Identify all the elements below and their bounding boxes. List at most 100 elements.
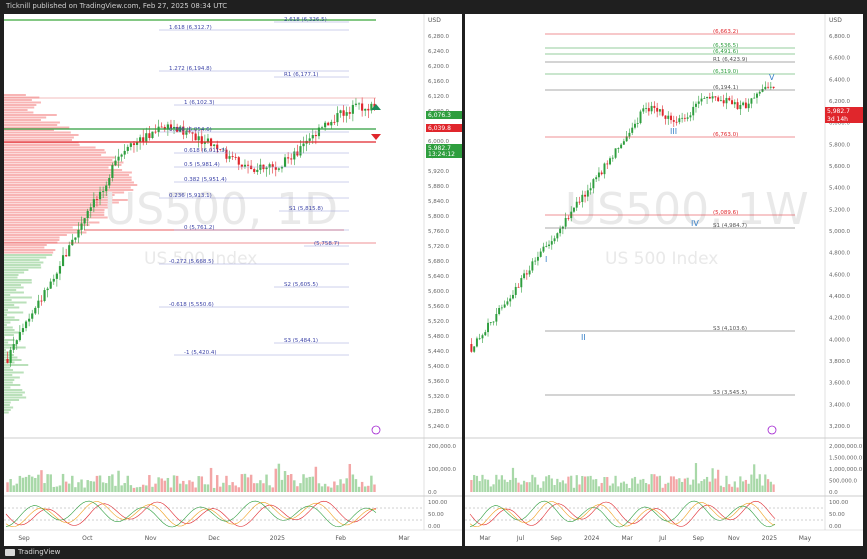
fib-label: S1 (5,815.8) <box>289 206 323 212</box>
volume-profile-bar <box>4 291 24 294</box>
volume-bar <box>589 475 592 492</box>
candle-body <box>620 144 623 149</box>
candle-body <box>311 135 314 139</box>
fib-label: (5,758.7) <box>314 241 339 247</box>
candle-body <box>49 281 52 289</box>
candle-body <box>111 165 114 178</box>
volume-profile-bar <box>4 271 25 274</box>
volume-profile-bar <box>4 304 15 306</box>
volume-bar <box>108 475 111 492</box>
volume-bar <box>583 476 587 492</box>
weekly-chart-svg[interactable]: US500, 1W US 500 Index USD 6,800.0 6,600.0 6,… <box>465 14 863 546</box>
price-tick: 6,120.0 <box>428 94 449 100</box>
oscillator-tick: 100.00 <box>428 500 448 506</box>
volume-bar <box>667 482 670 492</box>
volume-bar <box>200 476 204 492</box>
volume-bar <box>753 464 756 492</box>
candle-body <box>348 112 351 114</box>
volume-profile-bar <box>4 119 41 121</box>
volume-bar <box>722 487 725 492</box>
price-tick: 6,800.0 <box>829 34 850 40</box>
candle-body <box>767 86 770 88</box>
volume-bar <box>194 487 197 492</box>
candle-body <box>314 135 317 137</box>
oscillator-tick: 100.00 <box>829 500 849 506</box>
candle-body <box>564 217 567 227</box>
candle-body <box>213 144 216 146</box>
chart-pane-weekly[interactable]: US500, 1W US 500 Index USD 6,800.0 6,600.0 6,… <box>465 14 863 546</box>
volume-bar <box>262 483 265 492</box>
volume-bar <box>733 481 736 492</box>
candle-body <box>274 167 277 170</box>
candle-body <box>139 137 142 142</box>
volume-bar <box>243 473 247 492</box>
price-tick: 5,680.0 <box>428 259 449 265</box>
candle-body <box>534 260 537 262</box>
price-tick: 5,760.0 <box>428 229 449 235</box>
volume-bar <box>475 475 479 492</box>
volume-bar <box>681 481 684 492</box>
fib-label: S3 (3,545.5) <box>713 390 747 396</box>
volume-bar <box>323 483 327 492</box>
candle-body <box>617 148 620 149</box>
volume-profile-bar <box>4 299 12 301</box>
candle-body <box>717 97 720 102</box>
volume-bar <box>21 477 25 492</box>
candle-body <box>487 322 489 333</box>
volume-profile-bar <box>4 126 70 129</box>
volume-profile-bar <box>4 166 109 169</box>
volume-bar <box>559 482 562 492</box>
price-tick: 5,880.0 <box>428 184 449 190</box>
volume-profile-bar <box>4 309 8 311</box>
volume-bar <box>586 476 589 492</box>
candle-body <box>597 172 600 178</box>
price-tick: 5,720.0 <box>428 244 449 250</box>
volume-bar <box>296 486 299 492</box>
chart-pane-daily[interactable]: US500, 1D US 500 Index USD 6,280.0 6,240.0 6,… <box>4 14 462 546</box>
candle-body <box>550 241 553 245</box>
candle-body <box>670 115 672 121</box>
volume-bar <box>311 476 315 492</box>
volume-bar <box>708 481 711 492</box>
volume-bar <box>104 483 108 492</box>
candle-body <box>525 273 528 275</box>
time-tick: Jul <box>658 535 667 542</box>
candle-body <box>631 127 634 133</box>
fib-label: R1 (6,177.1) <box>284 72 318 78</box>
volume-profile-bar <box>4 261 44 264</box>
volume-bar <box>203 484 207 492</box>
candle-body <box>672 120 675 122</box>
time-tick: Sep <box>693 535 705 542</box>
time-tick: 2025 <box>762 535 777 542</box>
volume-bar <box>67 483 71 492</box>
candle-body <box>336 113 339 123</box>
candle-body <box>636 123 639 124</box>
volume-bar <box>597 486 601 492</box>
candle-body <box>650 105 653 112</box>
price-tick: 5,200.0 <box>829 207 850 213</box>
candle-body <box>675 121 678 123</box>
fib-label: 1 (6,102.3) <box>184 100 215 106</box>
volume-bar <box>520 484 523 492</box>
volume-profile-bar <box>4 136 74 139</box>
oscillator-tick: 0.00 <box>428 524 441 530</box>
price-tick: 5,640.0 <box>428 274 449 280</box>
candle-body <box>664 115 667 119</box>
price-tag <box>825 115 863 123</box>
volume-bar <box>730 486 734 492</box>
candle-body <box>166 124 169 130</box>
volume-bar <box>256 483 259 492</box>
price-tick: 5,360.0 <box>428 379 449 385</box>
price-tick: 4,000.0 <box>829 337 850 343</box>
volume-bar <box>293 480 296 492</box>
fib-label: -1 (5,420.4) <box>184 350 217 356</box>
volume-bar <box>228 485 231 492</box>
candle-body <box>686 117 689 119</box>
volume-profile-bar <box>4 386 11 389</box>
price-tick: 5,240.0 <box>428 424 449 430</box>
volume-profile-bar <box>4 111 34 114</box>
volume-profile-bar <box>4 339 15 341</box>
candle-body <box>225 149 228 159</box>
volume-bar <box>157 477 160 492</box>
